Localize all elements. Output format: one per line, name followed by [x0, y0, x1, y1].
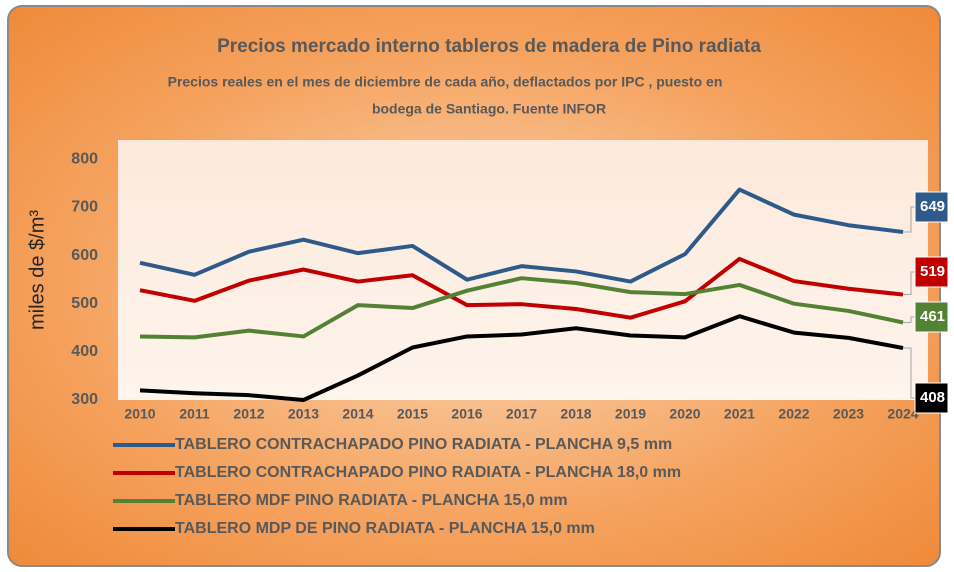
subtitle: bodega de Santiago. Fuente INFOR [372, 101, 606, 117]
x-tick-label: 2010 [124, 406, 155, 422]
data-label: 649 [920, 198, 945, 215]
x-tick-label: 2022 [778, 406, 809, 422]
chart-title: Precios mercado interno tableros de made… [217, 36, 761, 57]
data-label-box [914, 301, 949, 333]
x-tick-label: 2018 [560, 406, 591, 422]
x-tick-label: 2019 [615, 406, 646, 422]
y-tick-label: 600 [71, 247, 98, 264]
y-tick-label: 700 [71, 199, 98, 216]
legend-label: TABLERO CONTRACHAPADO PINO RADIATA - PLA… [175, 436, 672, 453]
y-tick-label: 800 [71, 150, 98, 167]
x-tick-label: 2014 [342, 406, 373, 422]
leader-line [903, 316, 915, 323]
series-line [139, 276, 904, 340]
data-label: 461 [920, 308, 945, 325]
x-tick-label: 2012 [233, 406, 264, 422]
x-tick-label: 2016 [451, 406, 482, 422]
y-tick-label: 500 [71, 295, 98, 312]
series-line [139, 314, 904, 402]
x-tick-label: 2023 [833, 406, 864, 422]
x-tick-label: 2020 [669, 406, 700, 422]
y-axis-label: miles de $/m³ [26, 210, 48, 330]
leader-line [903, 347, 915, 399]
data-label: 408 [920, 389, 945, 406]
y-tick-label: 300 [71, 391, 98, 408]
x-tick-label: 2013 [288, 406, 319, 422]
plot-area [118, 140, 928, 400]
data-label-box [914, 256, 949, 288]
series-line [139, 187, 904, 284]
x-tick-label: 2017 [506, 406, 537, 422]
x-tick-label: 2021 [724, 406, 755, 422]
series-line [139, 256, 904, 320]
y-tick-label: 400 [71, 343, 98, 360]
x-tick-label: 2015 [397, 406, 428, 422]
data-label: 519 [920, 263, 945, 280]
x-tick-label: 2024 [887, 406, 918, 422]
data-label-box [914, 191, 949, 223]
data-label-box [914, 382, 949, 414]
leader-line [903, 271, 915, 296]
leader-line [903, 206, 915, 233]
legend-label: TABLERO MDF PINO RADIATA - PLANCHA 15,0 … [175, 492, 568, 509]
legend-label: TABLERO CONTRACHAPADO PINO RADIATA - PLA… [175, 464, 681, 481]
subtitle: Precios reales en el mes de diciembre de… [168, 74, 723, 90]
legend-label: TABLERO MDP DE PINO RADIATA - PLANCHA 15… [175, 520, 595, 537]
x-tick-label: 2011 [179, 406, 210, 422]
